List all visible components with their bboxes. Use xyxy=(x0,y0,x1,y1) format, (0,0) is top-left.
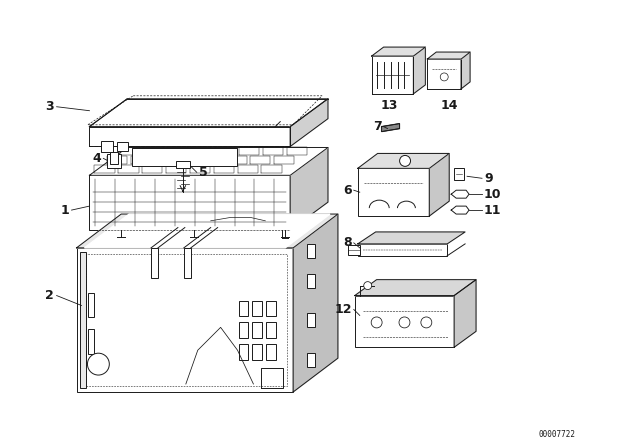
Polygon shape xyxy=(90,147,328,175)
Polygon shape xyxy=(451,206,469,214)
Polygon shape xyxy=(84,214,330,248)
Polygon shape xyxy=(454,280,476,347)
Polygon shape xyxy=(290,147,328,230)
Bar xyxy=(239,301,248,316)
Text: 5: 5 xyxy=(199,166,207,179)
Polygon shape xyxy=(90,127,290,146)
Circle shape xyxy=(399,317,410,328)
Polygon shape xyxy=(428,59,461,89)
Bar xyxy=(252,301,262,316)
Text: 7: 7 xyxy=(373,120,381,133)
Text: 4: 4 xyxy=(93,152,101,165)
Polygon shape xyxy=(413,47,426,94)
Circle shape xyxy=(88,353,109,375)
Circle shape xyxy=(371,317,382,328)
Bar xyxy=(358,244,447,256)
Polygon shape xyxy=(290,99,328,146)
Text: 13: 13 xyxy=(381,99,398,112)
Bar xyxy=(239,344,248,360)
Bar xyxy=(307,244,314,258)
Bar xyxy=(90,175,290,230)
Circle shape xyxy=(440,73,448,81)
Polygon shape xyxy=(293,214,338,392)
Bar xyxy=(307,274,314,288)
Bar xyxy=(266,301,276,316)
Bar xyxy=(88,329,95,354)
Text: 1: 1 xyxy=(61,203,70,216)
Bar xyxy=(239,323,248,338)
Polygon shape xyxy=(358,154,449,168)
Bar xyxy=(358,168,429,216)
Bar xyxy=(266,323,276,338)
Bar xyxy=(110,152,118,164)
Text: 00007722: 00007722 xyxy=(538,430,575,439)
Text: 8: 8 xyxy=(343,237,352,250)
Bar xyxy=(108,155,121,168)
Circle shape xyxy=(399,155,410,166)
Bar xyxy=(101,141,113,152)
Text: 11: 11 xyxy=(484,203,502,216)
Bar xyxy=(266,344,276,360)
Bar xyxy=(132,148,237,166)
Bar xyxy=(151,248,158,278)
Bar xyxy=(252,323,262,338)
Bar xyxy=(77,248,293,392)
Text: 6: 6 xyxy=(343,184,352,197)
Bar xyxy=(348,245,360,255)
Text: 14: 14 xyxy=(440,99,458,112)
Circle shape xyxy=(421,317,432,328)
Text: 12: 12 xyxy=(334,303,352,316)
Polygon shape xyxy=(77,214,338,248)
Bar xyxy=(307,314,314,327)
Polygon shape xyxy=(461,52,470,89)
Polygon shape xyxy=(372,56,413,94)
Text: 2: 2 xyxy=(45,289,54,302)
Polygon shape xyxy=(428,52,470,59)
Text: 9: 9 xyxy=(484,172,493,185)
Polygon shape xyxy=(372,47,426,56)
Polygon shape xyxy=(451,190,469,198)
Circle shape xyxy=(364,282,372,289)
Bar xyxy=(88,293,95,318)
Bar xyxy=(176,161,190,168)
Bar xyxy=(117,142,128,151)
Bar xyxy=(454,168,464,180)
Polygon shape xyxy=(358,232,465,244)
Bar xyxy=(307,353,314,367)
Polygon shape xyxy=(381,124,399,132)
Bar xyxy=(81,252,86,388)
Polygon shape xyxy=(429,154,449,216)
Bar xyxy=(252,344,262,360)
Text: 3: 3 xyxy=(45,100,54,113)
Polygon shape xyxy=(90,99,328,127)
Bar xyxy=(355,296,454,347)
Text: 10: 10 xyxy=(484,188,502,201)
Bar xyxy=(184,248,191,278)
Polygon shape xyxy=(355,280,476,296)
